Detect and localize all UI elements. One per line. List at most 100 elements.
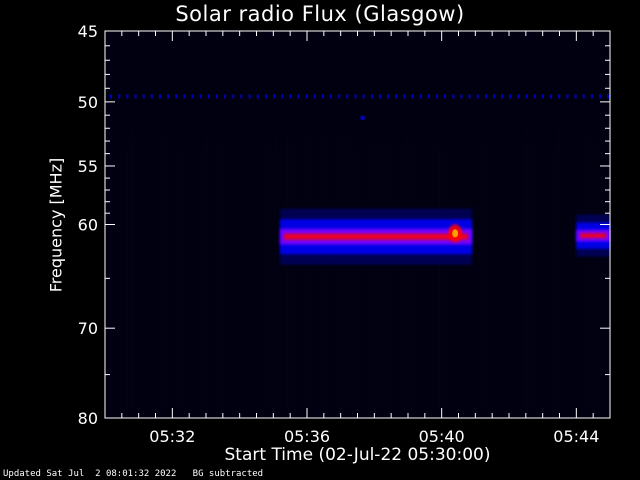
noise-stripe <box>231 129 232 408</box>
dotted-line-dot <box>346 94 349 99</box>
noise-stripe <box>237 123 238 408</box>
noise-stripe <box>149 147 150 408</box>
noise-stripe <box>315 143 316 408</box>
noise-stripe <box>381 139 382 408</box>
dotted-line-dot <box>305 94 308 99</box>
dotted-line-dot <box>558 94 561 99</box>
noise-stripe <box>515 135 516 409</box>
x-tick-label: 05:32 <box>149 427 195 446</box>
dotted-line-dot <box>248 94 251 99</box>
dotted-line-dot <box>321 94 324 99</box>
noise-stripe <box>475 130 476 409</box>
bg-note: BG subtracted <box>192 469 264 479</box>
noise-stripe <box>411 150 412 408</box>
noise-stripe <box>395 125 396 408</box>
noise-stripe <box>477 130 478 408</box>
x-tick-label: 05:36 <box>284 427 330 446</box>
noise-stripe <box>167 135 168 408</box>
noise-stripe <box>243 143 244 408</box>
noise-stripe <box>211 141 212 408</box>
noise-stripe <box>111 147 112 408</box>
noise-stripe <box>137 150 138 408</box>
noise-stripe <box>537 144 538 408</box>
noise-stripe <box>397 148 398 408</box>
noise-stripe <box>495 146 496 408</box>
noise-stripe <box>391 136 392 408</box>
noise-stripe <box>427 123 428 408</box>
noise-stripe <box>141 130 142 408</box>
noise-stripe <box>469 149 470 408</box>
noise-stripe <box>247 148 248 408</box>
noise-stripe <box>251 131 252 408</box>
noise-stripe <box>285 123 286 409</box>
noise-stripe <box>227 135 228 408</box>
noise-stripe <box>347 121 348 408</box>
noise-stripe <box>601 129 602 408</box>
noise-stripe <box>363 127 364 409</box>
noise-stripe <box>145 131 146 408</box>
noise-stripe <box>433 123 434 408</box>
dotted-line-dot <box>207 94 210 99</box>
dotted-line-dot <box>444 94 447 99</box>
noise-stripe <box>459 142 460 408</box>
dotted-line-dot <box>582 94 585 99</box>
noise-stripe <box>151 128 152 408</box>
noise-stripe <box>383 131 384 408</box>
noise-stripe <box>335 143 336 409</box>
noise-stripe <box>585 130 586 408</box>
noise-stripe <box>589 121 590 408</box>
noise-stripe <box>131 126 132 408</box>
noise-stripe <box>539 138 540 409</box>
noise-stripe <box>421 136 422 408</box>
dotted-line-dot <box>224 94 227 99</box>
noise-stripe <box>279 148 280 408</box>
noise-stripe <box>191 143 192 408</box>
dotted-line-dot <box>281 94 284 99</box>
noise-stripe <box>505 134 506 409</box>
dotted-line-dot <box>167 94 170 99</box>
noise-stripe <box>349 129 350 409</box>
noise-stripe <box>435 130 436 409</box>
noise-stripe <box>143 144 144 408</box>
noise-stripe <box>169 146 170 409</box>
noise-stripe <box>255 123 256 408</box>
noise-stripe <box>197 134 198 408</box>
noise-stripe <box>113 133 114 409</box>
noise-stripe <box>127 150 128 409</box>
noise-stripe <box>351 127 352 408</box>
noise-stripe <box>437 141 438 408</box>
noise-stripe <box>345 142 346 408</box>
noise-stripe <box>387 132 388 409</box>
noise-stripe <box>499 127 500 408</box>
noise-stripe <box>147 148 148 409</box>
hot-spot-core <box>452 229 459 238</box>
dotted-line-dot <box>338 94 341 99</box>
noise-stripe <box>107 128 108 408</box>
noise-stripe <box>125 122 126 408</box>
dotted-line-dot <box>501 94 504 99</box>
noise-stripe <box>205 144 206 408</box>
noise-stripe <box>559 123 560 409</box>
noise-stripe <box>119 128 120 408</box>
noise-stripe <box>575 124 576 408</box>
noise-stripe <box>219 121 220 409</box>
noise-stripe <box>547 128 548 408</box>
noise-stripe <box>239 124 240 408</box>
noise-stripe <box>567 126 568 409</box>
noise-stripe <box>489 128 490 408</box>
dotted-line-dot <box>370 94 373 99</box>
noise-stripe <box>423 127 424 409</box>
noise-stripe <box>419 130 420 408</box>
dotted-line-dot <box>599 94 601 99</box>
noise-stripe <box>289 132 290 408</box>
noise-stripe <box>215 145 216 408</box>
dotted-line-dot <box>452 94 455 99</box>
dotted-line-dot <box>118 94 121 99</box>
dotted-line-dot <box>550 94 553 99</box>
dotted-line-dot <box>411 94 414 99</box>
dotted-line-dot <box>134 94 137 99</box>
noise-stripe <box>377 138 378 408</box>
noise-stripe <box>153 133 154 409</box>
dotted-line-dot <box>240 94 243 99</box>
noise-stripe <box>277 142 278 408</box>
